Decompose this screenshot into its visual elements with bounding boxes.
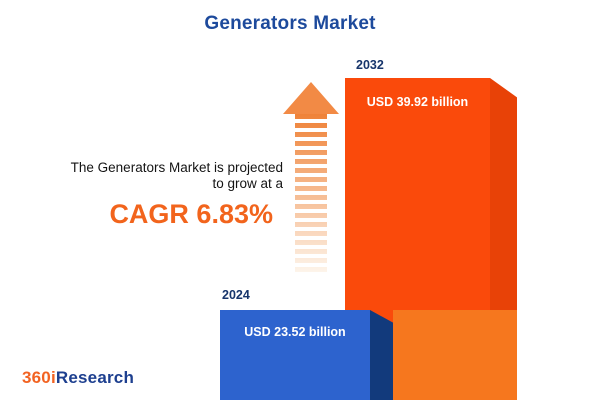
logo-suffix: Research <box>55 368 135 387</box>
bar-2032-value-label: USD 39.92 billion <box>366 95 469 109</box>
growth-arrow-tail <box>295 114 327 272</box>
bar-2024-value-label: USD 23.52 billion <box>244 325 346 339</box>
annotation-line-2: to grow at a <box>212 175 283 191</box>
bar-2024: USD 23.52 billion <box>220 310 370 400</box>
logo-prefix: 360i <box>22 368 56 387</box>
chart-title: Generators Market <box>204 13 376 34</box>
bar-2024-year-label: 2024 <box>222 288 250 302</box>
growth-arrow-icon <box>283 82 339 114</box>
bar-2024-side-face <box>370 310 393 400</box>
annotation-line-1: The Generators Market is projected <box>70 160 283 175</box>
annotation-block: The Generators Market is projected to gr… <box>10 160 283 230</box>
bar-2032-lower-face <box>393 310 517 400</box>
cagr-value: CAGR 6.83% <box>109 199 273 229</box>
bar-2032-year-label: 2032 <box>356 58 384 72</box>
brand-logo: 360iResearch <box>22 368 134 388</box>
